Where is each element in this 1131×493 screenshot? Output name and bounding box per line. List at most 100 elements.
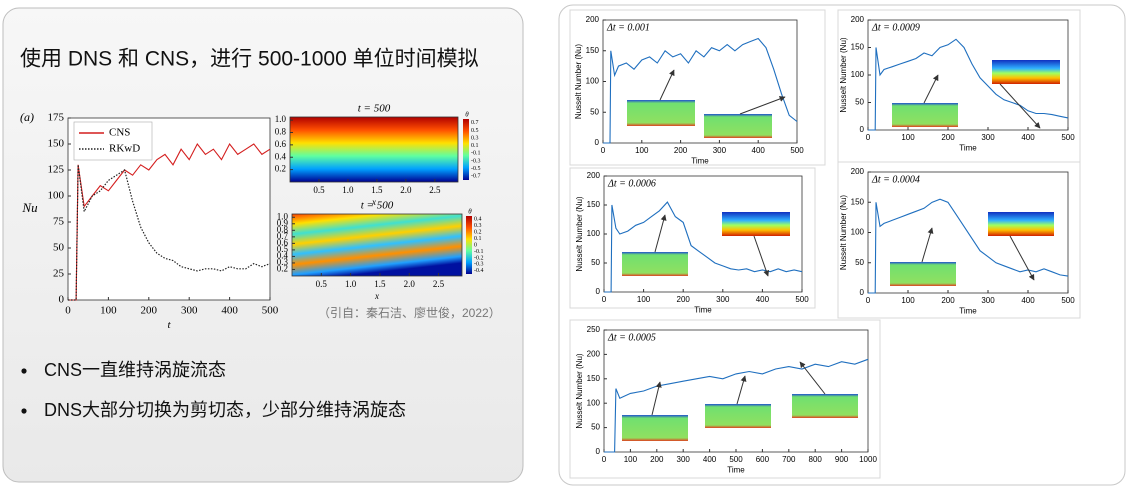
x-tick-label: 0 [866,133,871,142]
colorbar-tick-label: 0.3 [474,223,482,229]
y-tick-label: 25 [53,268,65,280]
y-tick-label: 200 [587,350,601,359]
x-axis-label: Time [727,466,745,475]
colorbar-tick-label: 0 [474,242,477,248]
inset-image [705,404,771,428]
x-tick-label: 500 [262,305,279,317]
arrow [736,375,747,405]
colorbar-tick-label: -0.1 [474,249,484,255]
x-tick-label: 1.5 [371,185,383,195]
chart: 0 100 200 300 400 500050100150200TimeNusselt … [569,9,826,166]
y-tick-label: 0.4 [275,151,287,161]
arrow [753,235,770,277]
y-tick-label: 150 [587,374,601,383]
x-tick-label: 1.0 [345,279,357,289]
colorbar-tick-label: -0.4 [474,268,484,274]
y-tick-label: 0.8 [275,127,287,137]
annotation: Δt = 0.0005 [607,332,656,343]
inset-image [988,212,1054,236]
arrow [799,361,826,395]
data-line [868,38,1069,131]
x-tick-label: 0 [866,296,871,305]
y-tick-label: 150 [48,138,65,150]
x-tick-label: 400 [756,295,770,304]
y-tick-label: 1.0 [275,114,287,124]
y-tick-label: 0 [59,294,65,306]
x-tick-label: 200 [650,455,664,464]
y-tick-label: 100 [851,70,865,79]
citation: （引自：秦石洁、廖世俊，2022） [318,305,501,320]
inset-image [992,60,1060,84]
arrow [1009,235,1035,281]
y-tick-label: 0 [860,288,865,297]
colorbar-tick-label: 0.4 [474,217,482,223]
y-tick-label: 200 [586,15,600,24]
panel-label: (a) [20,110,34,124]
colorbar-tick-label: -0.1 [471,151,481,157]
y-tick-label: 0.2 [275,164,286,174]
x-tick-label: 300 [981,296,995,305]
y-tick-label: 125 [48,164,65,176]
x-tick-label: 0 [601,146,606,155]
y-tick-label: 50 [591,258,600,267]
x-tick-label: 500 [795,295,809,304]
y-axis-label: Nusselt Number (Nu) [575,353,584,428]
x-tick-label: 100 [100,305,117,317]
y-axis-label: Nusselt Number (Nu) [839,37,848,112]
y-axis-label: Nusselt Number (Nu) [575,196,584,271]
x-tick-label: 1000 [859,455,877,464]
y-tick-label: 50 [855,98,864,107]
axes-box [289,116,459,183]
y-tick-label: 250 [587,325,601,334]
y-tick-label: 0.8 [277,224,289,234]
y-tick-label: 50 [590,107,599,116]
y-axis-label: Nusselt Number (Nu) [839,195,848,270]
x-tick-label: 300 [713,146,727,155]
data-line [68,164,271,301]
x-tick-label: 2.5 [433,279,445,289]
legend-label: RKwD [109,143,140,155]
legend-label: CNS [109,127,130,139]
x-tick-label: 200 [674,146,688,155]
arrow [921,227,934,263]
x-tick-label: 400 [703,455,717,464]
arrow [739,96,786,115]
axes-box [291,213,463,277]
axes-box [67,117,271,301]
y-tick-label: 0.5 [277,244,289,254]
x-tick-label: 0 [65,305,71,317]
bullet-dot [21,368,27,374]
y-tick-label: 100 [587,398,601,407]
chart: 0 100 200 300 400 500050100150200TimeNusselt … [837,161,1081,319]
x-tick-label: 400 [1021,296,1035,305]
field-image [292,214,462,276]
colorbar [463,119,469,180]
arrow [659,69,675,101]
y-tick-label: 0.2 [277,264,288,274]
x-tick-label: 200 [941,296,955,305]
field-title: t = 500 [358,103,391,115]
y-tick-label: 100 [587,229,601,238]
colorbar [466,216,472,274]
annotation: Δt = 0.001 [606,22,650,33]
y-tick-label: 50 [53,242,65,254]
colorbar-tick-label: -0.3 [471,158,481,164]
x-tick-label: 300 [981,133,995,142]
x-tick-label: 2.0 [400,185,412,195]
bullet: DNS大部分切换为剪切态，少部分维持涡旋态 [44,400,406,420]
y-tick-label: 1.0 [277,211,289,221]
y-tick-label: 0.6 [277,237,289,247]
y-tick-label: 100 [851,228,865,237]
x-tick-label: 800 [809,455,823,464]
y-axis-label: Nu [21,200,38,215]
x-tick-label: 100 [624,455,638,464]
x-tick-label: 500 [1061,296,1075,305]
x-tick-label: 300 [716,295,730,304]
x-tick-label: 500 [729,455,743,464]
bullet: CNS一直维持涡旋流态 [44,360,226,380]
x-tick-label: 600 [756,455,770,464]
arrow [923,74,939,104]
colorbar-tick-label: 0.7 [471,120,479,126]
data-line [604,358,869,453]
inset-image [792,394,858,418]
